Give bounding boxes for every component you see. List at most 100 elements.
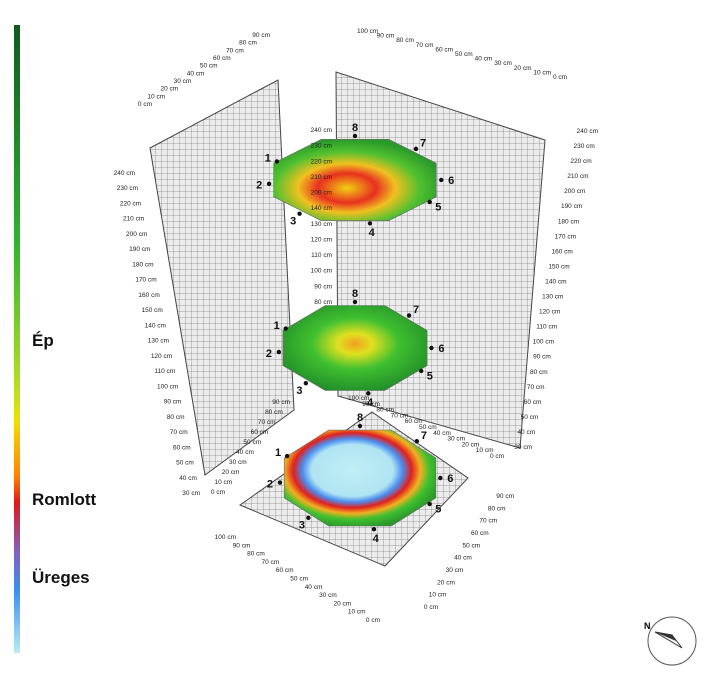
- tick-label: 180 cm: [132, 261, 153, 268]
- legend-label: Romlott: [32, 490, 97, 509]
- tick-label: 0 cm: [211, 489, 225, 496]
- tick-label: 0 cm: [138, 101, 152, 108]
- tick-label: 80 cm: [396, 37, 414, 44]
- tick-label: 80 cm: [314, 299, 332, 306]
- tick-label: 60 cm: [276, 567, 294, 574]
- sensor-label: 8: [352, 122, 358, 134]
- tick-label: 90 cm: [377, 33, 395, 40]
- tick-label: 80 cm: [167, 414, 185, 421]
- tick-label: 150 cm: [142, 307, 163, 314]
- sensor-label: 5: [435, 202, 441, 214]
- sensor-label: 2: [267, 478, 273, 490]
- tick-label: 30 cm: [174, 78, 192, 85]
- color-scale: [14, 25, 20, 653]
- tick-label: 80 cm: [247, 551, 265, 558]
- tick-label: 80 cm: [530, 369, 548, 376]
- tick-label: 70 cm: [416, 42, 434, 49]
- tick-label: 70 cm: [391, 412, 409, 419]
- tick-label: 90 cm: [164, 399, 182, 406]
- tick-label: 10 cm: [348, 609, 366, 616]
- tick-label: 200 cm: [126, 231, 147, 238]
- sensor-point: [357, 423, 363, 429]
- tick-label: 30 cm: [514, 444, 532, 451]
- sensor-label: 1: [275, 447, 281, 459]
- tick-label: 160 cm: [138, 292, 159, 299]
- tick-label: 40 cm: [433, 430, 451, 437]
- tick-label: 240 cm: [114, 170, 135, 177]
- tick-label: 50 cm: [243, 439, 261, 446]
- sensor-point: [438, 475, 443, 481]
- sensor-point: [418, 368, 424, 374]
- tick-label: 50 cm: [455, 51, 473, 58]
- tick-label: 240 cm: [311, 127, 332, 134]
- sensor-point: [427, 199, 432, 205]
- sensor-label: 4: [367, 397, 374, 409]
- tick-label: 80 cm: [265, 409, 283, 416]
- tick-label: 190 cm: [129, 246, 150, 253]
- sensor-label: 3: [299, 520, 305, 532]
- tick-label: 100 cm: [157, 383, 178, 390]
- tree-slice: [282, 305, 428, 391]
- tick-label: 10 cm: [476, 447, 494, 454]
- tick-label: 70 cm: [479, 518, 497, 525]
- tick-label: 210 cm: [311, 174, 332, 181]
- tick-label: 0 cm: [366, 617, 380, 624]
- tick-label: 20 cm: [222, 469, 240, 476]
- tick-label: 40 cm: [179, 475, 197, 482]
- tick-label: 70 cm: [527, 384, 545, 391]
- sensor-label: 8: [352, 288, 358, 300]
- left-wall: [149, 79, 295, 476]
- tick-label: 0 cm: [424, 604, 438, 611]
- tick-label: 20 cm: [333, 600, 351, 607]
- tick-label: 170 cm: [135, 277, 156, 284]
- tick-label: 240 cm: [577, 128, 598, 135]
- tick-label: 50 cm: [521, 414, 539, 421]
- tick-label: 140 cm: [545, 278, 566, 285]
- tick-label: 90 cm: [272, 399, 290, 406]
- sensor-label: 2: [256, 180, 262, 192]
- tick-label: 90 cm: [233, 542, 251, 549]
- tick-label: 80 cm: [239, 40, 257, 47]
- tick-label: 110 cm: [536, 324, 557, 331]
- tick-label: 10 cm: [429, 592, 447, 599]
- tick-label: 200 cm: [564, 188, 585, 195]
- tick-label: 190 cm: [561, 203, 582, 210]
- sensor-point: [406, 313, 412, 318]
- tick-label: 30 cm: [446, 567, 464, 574]
- tick-label: 160 cm: [552, 248, 573, 255]
- sensor-label: 2: [266, 348, 272, 360]
- sensor-point: [367, 221, 373, 226]
- tick-label: 60 cm: [173, 444, 191, 451]
- tick-label: 50 cm: [200, 63, 218, 70]
- sensor-label: 8: [357, 412, 363, 424]
- tick-label: 30 cm: [494, 60, 512, 67]
- tick-label: 60 cm: [405, 418, 423, 425]
- tick-label: 40 cm: [454, 555, 472, 562]
- tick-label: 140 cm: [145, 322, 166, 329]
- tick-label: 10 cm: [533, 69, 551, 76]
- tick-label: 60 cm: [524, 399, 542, 406]
- tick-label: 230 cm: [311, 143, 332, 150]
- tick-label: 80 cm: [488, 505, 506, 512]
- tick-label: 100 cm: [533, 339, 554, 346]
- tick-label: 90 cm: [533, 354, 551, 361]
- sensor-point: [306, 515, 311, 521]
- tick-label: 170 cm: [555, 233, 576, 240]
- sensor-label: 6: [438, 343, 444, 355]
- tick-label: 110 cm: [311, 252, 332, 259]
- tick-label: 60 cm: [251, 429, 269, 436]
- sensor-point: [366, 391, 371, 396]
- sensor-point: [284, 453, 290, 459]
- tree-slice: [283, 429, 437, 527]
- tick-label: 120 cm: [151, 353, 172, 360]
- tick-label: 50 cm: [463, 542, 481, 549]
- tick-label: 100 cm: [311, 268, 332, 275]
- tick-label: 110 cm: [154, 368, 175, 375]
- tick-label: 70 cm: [226, 47, 244, 54]
- sensor-point: [352, 133, 358, 139]
- sensor-label: 6: [447, 473, 453, 485]
- tick-label: 70 cm: [261, 559, 279, 566]
- tick-label: 220 cm: [311, 158, 332, 165]
- tick-label: 30 cm: [319, 592, 337, 599]
